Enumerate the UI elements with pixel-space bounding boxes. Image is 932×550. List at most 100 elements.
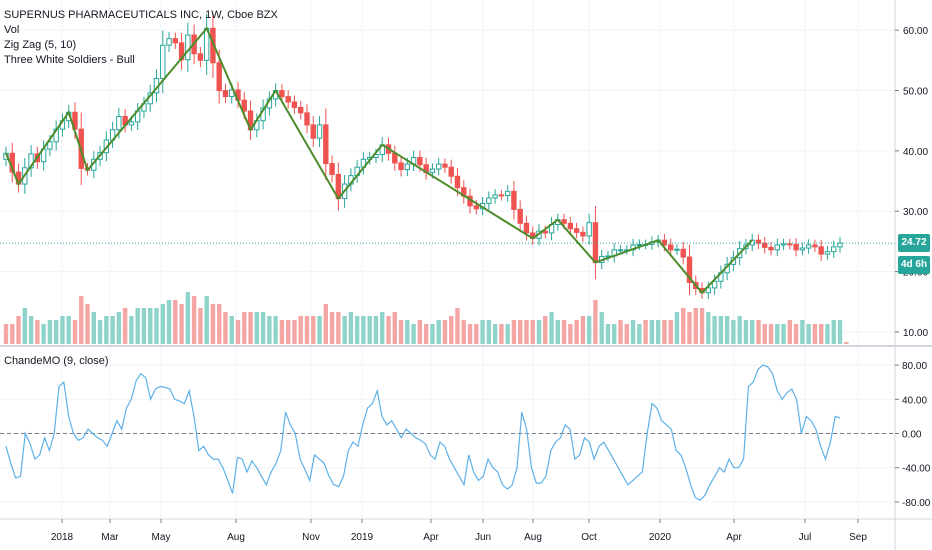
volume-bars [3, 292, 849, 344]
volume-bar [687, 312, 692, 344]
candle-body [818, 246, 824, 255]
volume-bar [555, 320, 561, 344]
volume-bar [97, 320, 103, 344]
volume-bar [781, 324, 786, 344]
volume-bar [486, 320, 492, 344]
volume-bar [630, 320, 636, 344]
volume-bar [91, 312, 96, 344]
volume-bar [505, 324, 510, 344]
volume-bar [561, 320, 567, 344]
candle-body [686, 256, 693, 283]
volume-bar [442, 320, 448, 344]
candle-body [442, 163, 448, 168]
volume-bar [16, 316, 21, 344]
volume-bar [800, 320, 805, 344]
time-tick-label: Oct [581, 532, 597, 543]
volume-bar [348, 312, 354, 344]
volume-bar [844, 342, 849, 344]
price-tick-label: 50.00 [903, 87, 928, 98]
cmo-axis[interactable]: -80.00 -40.00 0.00 40.00 80.00 [895, 361, 931, 509]
volume-bar [223, 312, 228, 344]
volume-bar [229, 316, 234, 344]
grid-lines [0, 0, 895, 519]
volume-bar [499, 324, 504, 344]
volume-bar [267, 316, 272, 344]
candle-body [805, 244, 812, 249]
candle-body [762, 242, 768, 248]
volume-bar [10, 324, 15, 344]
volume-bar [260, 312, 266, 344]
volume-bar [706, 312, 711, 344]
time-tick-label: Aug [524, 532, 542, 543]
volume-bar [22, 308, 28, 344]
time-tick-label: 2018 [51, 532, 74, 543]
volume-bar [129, 316, 134, 344]
volume-bar [198, 308, 203, 344]
volume-bar [586, 316, 592, 344]
volume-bar [793, 324, 799, 344]
volume-bar [449, 316, 454, 344]
cmo-line [5, 364, 841, 501]
candle-body [511, 190, 517, 210]
price-tick-label: 40.00 [903, 147, 928, 158]
volume-bar [825, 324, 830, 344]
volume-bar [85, 304, 90, 344]
price-tick-label: 60.00 [903, 26, 928, 37]
volume-bar [436, 320, 441, 344]
legend-chandemo[interactable]: ChandeMO (9, close) [4, 355, 109, 367]
volume-bar [643, 320, 648, 344]
candle-body [586, 222, 592, 237]
volume-bar [361, 316, 366, 344]
volume-bar [160, 304, 165, 344]
volume-bar [430, 324, 435, 344]
volume-bar [116, 312, 122, 344]
volume-bar [235, 320, 241, 344]
volume-bar [185, 292, 191, 344]
candle-body [454, 175, 461, 189]
legend-zigzag[interactable]: Zig Zag (5, 10) [4, 39, 77, 51]
volume-bar [737, 316, 742, 344]
volume-bar [655, 320, 661, 344]
volume-bar [837, 320, 843, 344]
candle-body [160, 44, 166, 79]
candle-body [542, 230, 548, 234]
volume-bar [380, 312, 385, 344]
candle-body [298, 106, 304, 114]
candle-body [780, 243, 787, 246]
legend-volume[interactable]: Vol [4, 24, 20, 36]
volume-bar [461, 320, 466, 344]
candle-body [492, 194, 498, 199]
time-axis[interactable]: 2018 Mar May Aug Nov 2019 Apr Jun Aug Oct 2020 Apr J… [51, 519, 867, 543]
candle-body [517, 208, 523, 224]
volume-bar [668, 320, 673, 344]
cmo-tick-label: 80.00 [902, 361, 927, 372]
volume-bar [580, 316, 586, 344]
candle-body [793, 243, 799, 251]
volume-bar [530, 320, 535, 344]
volume-bar [217, 304, 222, 344]
candle-body [768, 246, 774, 251]
volume-bar [285, 320, 291, 344]
candle-body [279, 90, 285, 98]
volume-bar [279, 320, 285, 344]
legend-three-white-soldiers[interactable]: Three White Soldiers - Bull [4, 54, 135, 66]
candle-body [116, 115, 122, 131]
volume-bar [104, 316, 109, 344]
symbol-title[interactable]: SUPERNUS PHARMACEUTICALS INC, 1W, Cboe B… [4, 9, 278, 21]
volume-bar [787, 320, 793, 344]
candle-body [680, 248, 686, 258]
volume-bar [154, 308, 159, 344]
candle-body [755, 239, 762, 244]
zigzag-line [5, 26, 753, 295]
volume-bar [831, 320, 836, 344]
candle-body [323, 124, 329, 165]
volume-bar [806, 324, 811, 344]
volume-bar [367, 316, 372, 344]
candle-body [197, 53, 204, 61]
volume-bar [467, 324, 473, 344]
volume-bar [511, 320, 517, 344]
volume-bar [536, 320, 542, 344]
volume-bar [210, 304, 216, 344]
